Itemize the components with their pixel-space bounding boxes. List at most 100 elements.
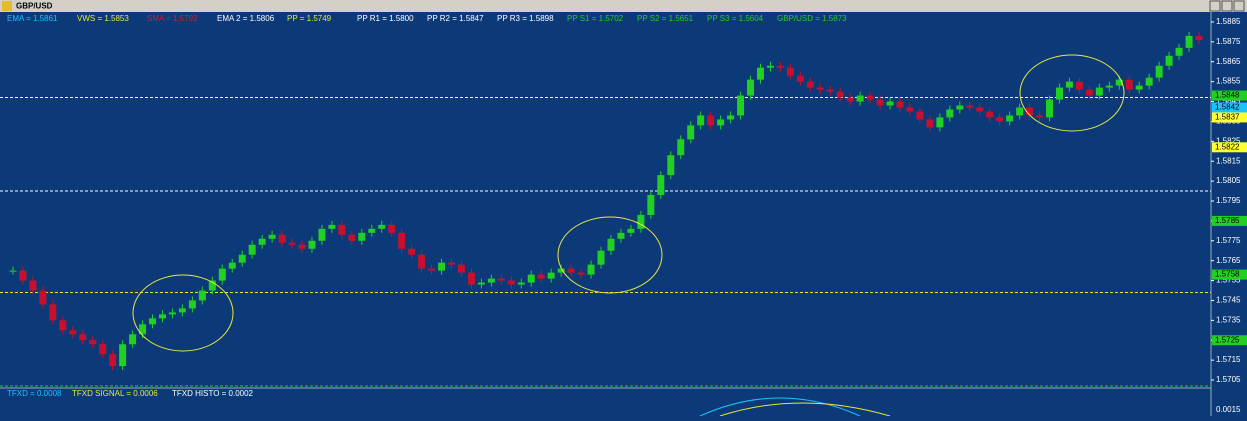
candle-body [607, 238, 615, 251]
price-tag [1212, 215, 1247, 226]
price-tag-label: 1.5822 [1215, 142, 1240, 151]
candle-body [1165, 55, 1173, 66]
candle-body [766, 65, 774, 68]
candle-body [906, 107, 914, 112]
candle-body [1175, 47, 1183, 56]
candle-body [9, 270, 17, 272]
candle-body [1195, 35, 1203, 40]
candle-body [547, 272, 555, 279]
candle-body [89, 340, 97, 345]
candle-body [338, 224, 346, 235]
candle-body [816, 87, 824, 90]
candle-body [29, 280, 37, 291]
candle-body [966, 105, 974, 108]
candle-body [826, 89, 834, 92]
candle-body [467, 272, 475, 285]
candle-body [1036, 115, 1044, 118]
candle-body [278, 234, 286, 243]
y-tick-label: 1.5705 [1216, 375, 1241, 384]
price-tag [1212, 112, 1247, 123]
legend-entry: EMA 2 = 1.5806 [217, 14, 275, 23]
candle-body [617, 232, 625, 239]
candle-body [507, 280, 515, 285]
candle-body [218, 268, 226, 281]
window-title: GBP/USD [16, 2, 53, 11]
candle-body [926, 119, 934, 128]
title-bar [0, 0, 1247, 12]
y-tick-label: 1.5805 [1216, 176, 1241, 185]
highlight-circle [557, 216, 663, 294]
candle-body [587, 264, 595, 275]
candle-body [1016, 107, 1024, 116]
candle-body [1115, 79, 1123, 86]
candle-body [129, 334, 137, 345]
candle-body [1046, 99, 1054, 118]
price-tag-label: 1.5785 [1215, 216, 1240, 225]
indicator-label: TFXD HISTO = 0.0002 [172, 389, 254, 398]
candle-body [238, 254, 246, 263]
legend-entry: PP S2 = 1.5651 [637, 14, 694, 23]
candle-body [796, 75, 804, 82]
legend-entry: PP S3 = 1.5604 [707, 14, 764, 23]
candle-body [866, 95, 874, 100]
candle-body [59, 320, 67, 331]
candle-body [597, 250, 605, 265]
candle-body [288, 242, 296, 245]
candle-body [956, 105, 964, 110]
candle-body [168, 312, 176, 315]
candle-body [737, 95, 745, 116]
y-tick-label: 1.5755 [1216, 276, 1241, 285]
candle-body [1105, 85, 1113, 88]
candle-body [647, 195, 655, 215]
candle-body [527, 274, 535, 283]
y-tick-label: 1.5855 [1216, 77, 1241, 86]
candle-body [178, 308, 186, 313]
candle-body [368, 228, 376, 233]
candle-body [677, 139, 685, 156]
candle-body [1065, 81, 1073, 88]
price-tag [1212, 102, 1247, 113]
y-tick-label: 1.5735 [1216, 315, 1241, 324]
candle-body [717, 119, 725, 126]
y-tick-label: 1.5715 [1216, 355, 1241, 364]
candle-body [577, 272, 585, 275]
indicator-label: TFXD SIGNAL = 0.0006 [72, 389, 158, 398]
candle-body [687, 125, 695, 140]
legend-entry: GBP/USD = 1.5873 [777, 14, 847, 23]
y-tick-label: 1.5825 [1216, 136, 1241, 145]
candle-body [408, 248, 416, 255]
candle-body [318, 228, 326, 241]
candle-body [1055, 87, 1063, 100]
price-tag-label: 1.5725 [1215, 335, 1240, 344]
legend-entry: PP R2 = 1.5847 [427, 14, 484, 23]
price-tag-label: 1.5837 [1215, 113, 1240, 122]
y-tick-label: 1.5885 [1216, 17, 1241, 26]
candle-body [1006, 115, 1014, 122]
candle-body [388, 224, 396, 233]
candle-body [308, 240, 316, 249]
legend-entry: VWS = 1.5853 [77, 14, 129, 23]
legend-entry: PP = 1.5749 [287, 14, 332, 23]
candle-body [986, 111, 994, 118]
candle-body [747, 79, 755, 96]
candle-body [517, 282, 525, 285]
legend-entry: PP R3 = 1.5898 [497, 14, 554, 23]
candle-body [1095, 87, 1103, 96]
candle-body [497, 278, 505, 281]
candle-body [69, 330, 77, 335]
candle-body [139, 324, 147, 335]
y-tick-label: 1.5795 [1216, 196, 1241, 205]
legend-entry: PP R1 = 1.5800 [357, 14, 414, 23]
close-button[interactable] [1233, 0, 1245, 12]
candle-body [876, 99, 884, 106]
candle-body [198, 290, 206, 301]
maximize-button[interactable] [1221, 0, 1233, 12]
y-tick-label: 1.5865 [1216, 57, 1241, 66]
price-tag-label: 1.5842 [1215, 103, 1240, 112]
candle-body [946, 109, 954, 118]
lower-axis-label: 0.0015 [1216, 405, 1241, 414]
minimize-button[interactable] [1209, 0, 1221, 12]
candle-body [1125, 79, 1133, 90]
